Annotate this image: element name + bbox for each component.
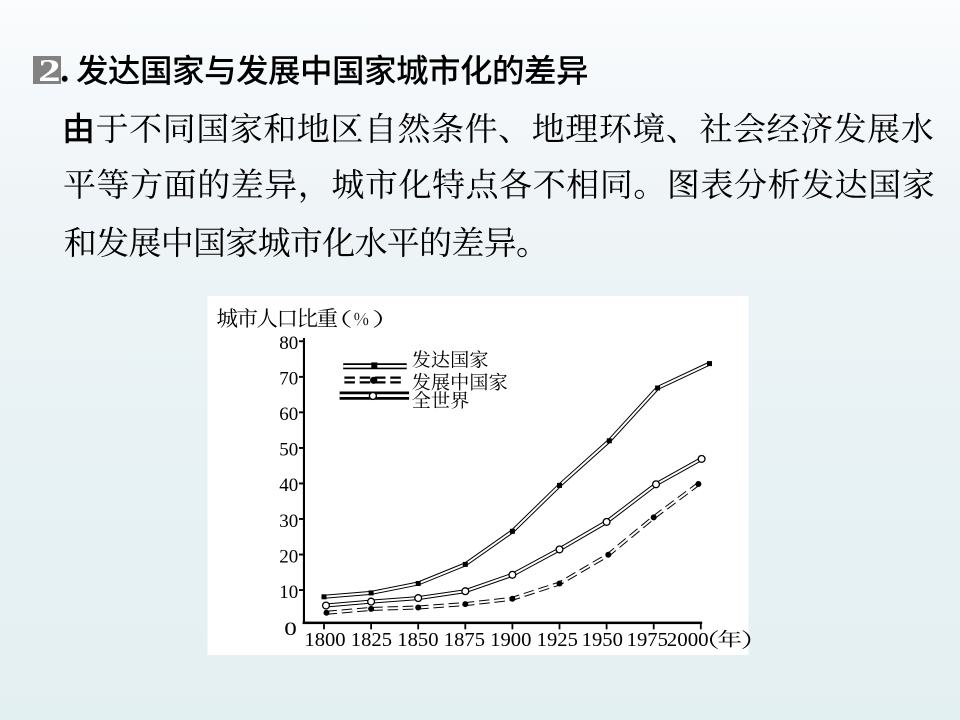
svg-text:1800: 1800 xyxy=(304,630,345,651)
svg-text:80: 80 xyxy=(279,333,298,354)
svg-text:1925: 1925 xyxy=(537,630,578,651)
svg-text:50: 50 xyxy=(279,440,298,461)
svg-text:2: 2 xyxy=(38,54,60,88)
svg-text:60: 60 xyxy=(279,404,298,425)
svg-text:1950: 1950 xyxy=(582,630,623,651)
svg-text:1875: 1875 xyxy=(444,630,485,651)
svg-text:1825: 1825 xyxy=(351,630,392,651)
svg-text:20: 20 xyxy=(279,546,298,567)
svg-text:1850: 1850 xyxy=(397,630,438,651)
svg-text:1900: 1900 xyxy=(490,630,531,651)
svg-text:70: 70 xyxy=(279,369,298,390)
svg-text:30: 30 xyxy=(279,511,298,532)
svg-text:0: 0 xyxy=(284,618,297,639)
svg-text:40: 40 xyxy=(279,475,298,496)
svg-text:2000: 2000 xyxy=(667,630,709,651)
svg-text:10: 10 xyxy=(279,582,298,603)
svg-text:1975: 1975 xyxy=(627,630,668,651)
